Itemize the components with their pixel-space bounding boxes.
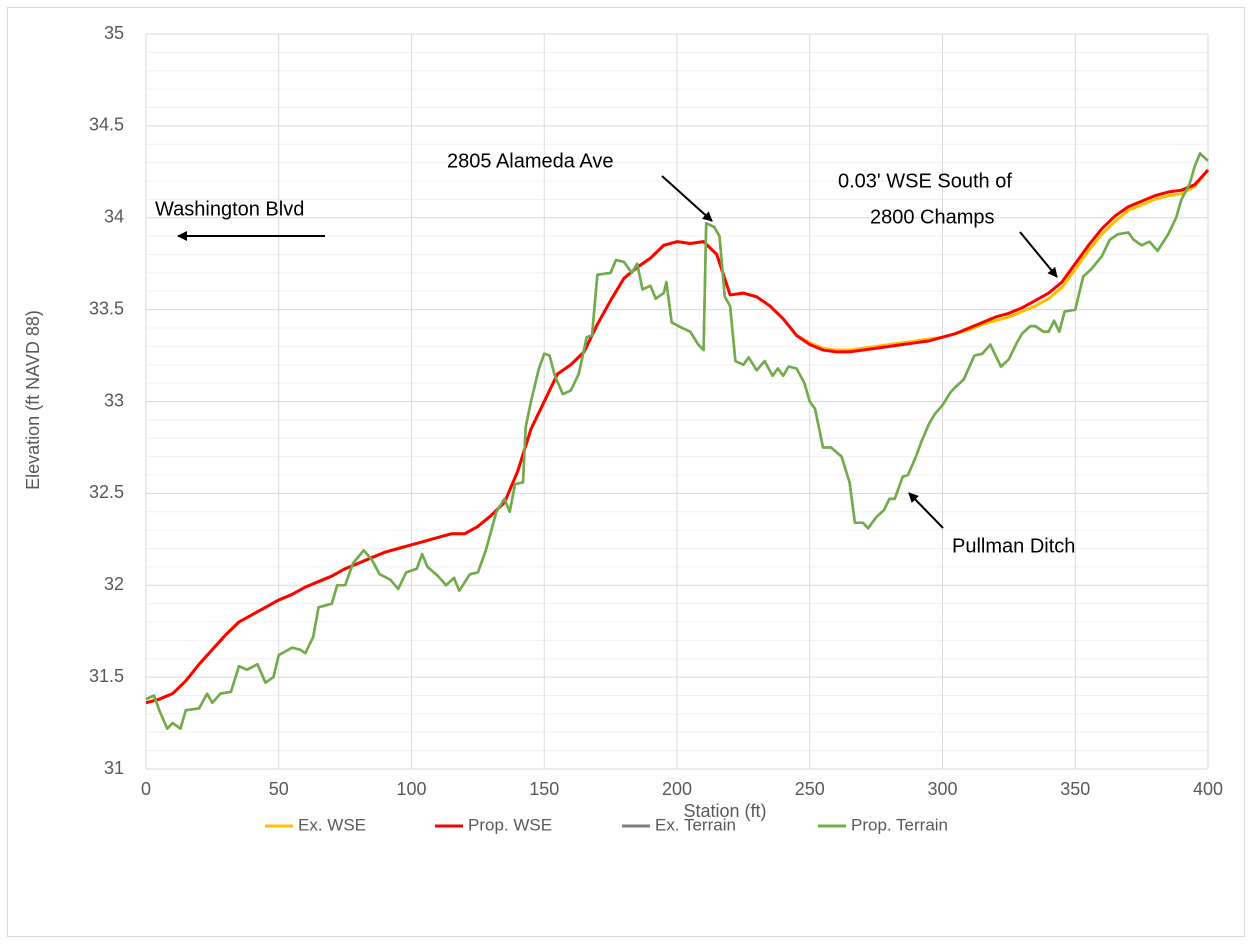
x-axis-label: Station (ft): [683, 801, 766, 821]
x-tick-label: 250: [795, 779, 825, 799]
series-line: [145, 168, 1210, 705]
y-tick-label: 35: [104, 23, 124, 43]
legend-label: Prop. Terrain: [851, 815, 948, 834]
annotation: 2805 Alameda Ave: [447, 150, 613, 172]
y-tick-label: 34.5: [89, 115, 124, 135]
y-tick-label: 33.5: [89, 298, 124, 318]
y-tick-label: 31.5: [89, 666, 124, 686]
annotation-arrow: [908, 492, 944, 529]
x-tick-label: 150: [529, 779, 559, 799]
annotation-arrow: [1019, 231, 1058, 278]
legend-label: Prop. WSE: [468, 815, 552, 834]
y-tick-label: 32.5: [89, 482, 124, 502]
y-tick-label: 34: [104, 207, 124, 227]
x-tick-label: 0: [141, 779, 151, 799]
x-tick-label: 400: [1193, 779, 1223, 799]
x-tick-label: 50: [269, 779, 289, 799]
annotation: 2800 Champs: [870, 206, 995, 228]
annotation: Pullman Ditch: [952, 535, 1075, 557]
legend-label: Ex. Terrain: [655, 815, 736, 834]
x-tick-label: 300: [927, 779, 957, 799]
chart-border: [7, 7, 1245, 937]
y-tick-label: 31: [104, 758, 124, 778]
y-tick-label: 32: [104, 574, 124, 594]
legend-label: Ex. WSE: [298, 815, 366, 834]
annotation: Washington Blvd: [155, 198, 304, 220]
series-line: [145, 152, 1209, 730]
x-tick-label: 350: [1060, 779, 1090, 799]
annotation: 0.03' WSE South of: [838, 170, 1012, 192]
y-tick-label: 33: [104, 390, 124, 410]
y-axis-label: Elevation (ft NAVD 88): [23, 310, 43, 490]
x-tick-label: 100: [396, 779, 426, 799]
annotation-arrow: [661, 175, 713, 222]
x-tick-label: 200: [662, 779, 692, 799]
